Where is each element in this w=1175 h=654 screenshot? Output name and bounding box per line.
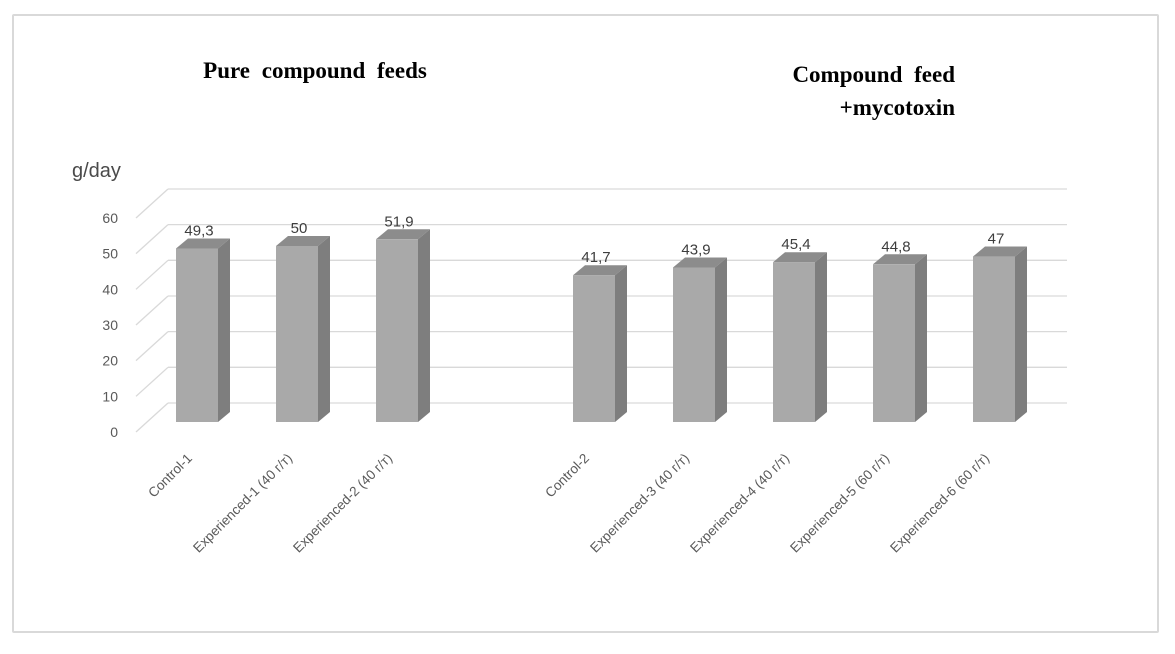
bar-value-label: 49,3 xyxy=(184,222,213,239)
bar-side-face xyxy=(418,229,430,422)
axis-depth-tick xyxy=(135,402,169,433)
bar-side-face xyxy=(815,252,827,422)
y-tick-label: 60 xyxy=(102,210,118,226)
bar-value-label: 44,8 xyxy=(881,238,910,255)
bar-top-face xyxy=(773,252,827,263)
bar-value-label: 51,9 xyxy=(384,213,413,230)
x-category-label: Control-2 xyxy=(542,451,592,501)
bar-side-face xyxy=(915,254,927,422)
bar-value-label: 41,7 xyxy=(581,249,610,266)
axis-depth-tick xyxy=(135,295,169,326)
y-tick-label: 30 xyxy=(102,317,118,333)
axis-depth-tick xyxy=(135,366,169,397)
group-title-mycotoxin-line2: +mycotoxin xyxy=(839,95,955,120)
bar-top-face xyxy=(973,246,1027,257)
x-category-label: Experienced-6 (60 г/т) xyxy=(887,451,992,556)
x-category-label: Experienced-5 (60 г/т) xyxy=(787,451,892,556)
bar xyxy=(573,275,615,422)
axis-depth-tick xyxy=(135,188,169,219)
bar xyxy=(773,262,815,422)
bar-value-label: 45,4 xyxy=(781,236,810,253)
bar-side-face xyxy=(1015,246,1027,422)
axis-depth-tick xyxy=(135,224,169,255)
axis-depth-tick xyxy=(135,259,169,290)
bar-side-face xyxy=(615,265,627,422)
axis-depth-tick xyxy=(135,331,169,362)
bar-value-label: 43,9 xyxy=(681,241,710,258)
bar-top-face xyxy=(276,236,330,246)
bar xyxy=(276,246,318,422)
group-title-mycotoxin-line1: Compound feed xyxy=(792,62,955,87)
bar-top-face xyxy=(873,254,927,265)
bar-side-face xyxy=(715,257,727,422)
x-category-label: Experienced-4 (40 г/т) xyxy=(687,451,792,556)
bar xyxy=(973,256,1015,422)
bar-side-face xyxy=(218,238,230,422)
bar-top-face xyxy=(176,238,230,249)
y-tick-label: 40 xyxy=(102,281,118,297)
y-tick-label: 0 xyxy=(110,424,118,440)
bar xyxy=(376,239,418,422)
bar-top-face xyxy=(376,229,430,240)
bar-top-face xyxy=(573,265,627,276)
x-category-label: Control-1 xyxy=(145,451,195,501)
group-title-pure-feeds: Pure compound feeds xyxy=(203,58,427,83)
bar-value-label: 50 xyxy=(291,220,308,237)
bar xyxy=(873,264,915,422)
bar-side-face xyxy=(318,236,330,422)
bar xyxy=(176,248,218,422)
bar xyxy=(673,267,715,422)
x-category-label: Experienced-2 (40 г/т) xyxy=(290,451,395,556)
y-axis-unit-label: g/day xyxy=(72,160,121,182)
x-category-label: Experienced-1 (40 г/т) xyxy=(190,451,295,556)
y-tick-label: 50 xyxy=(102,246,118,262)
group-title-mycotoxin: Compound feed +mycotoxin xyxy=(690,58,955,124)
bar-top-face xyxy=(673,257,727,268)
y-tick-label: 20 xyxy=(102,353,118,369)
y-tick-label: 10 xyxy=(102,388,118,404)
bar-value-label: 47 xyxy=(988,231,1005,248)
x-category-label: Experienced-3 (40 г/т) xyxy=(587,451,692,556)
